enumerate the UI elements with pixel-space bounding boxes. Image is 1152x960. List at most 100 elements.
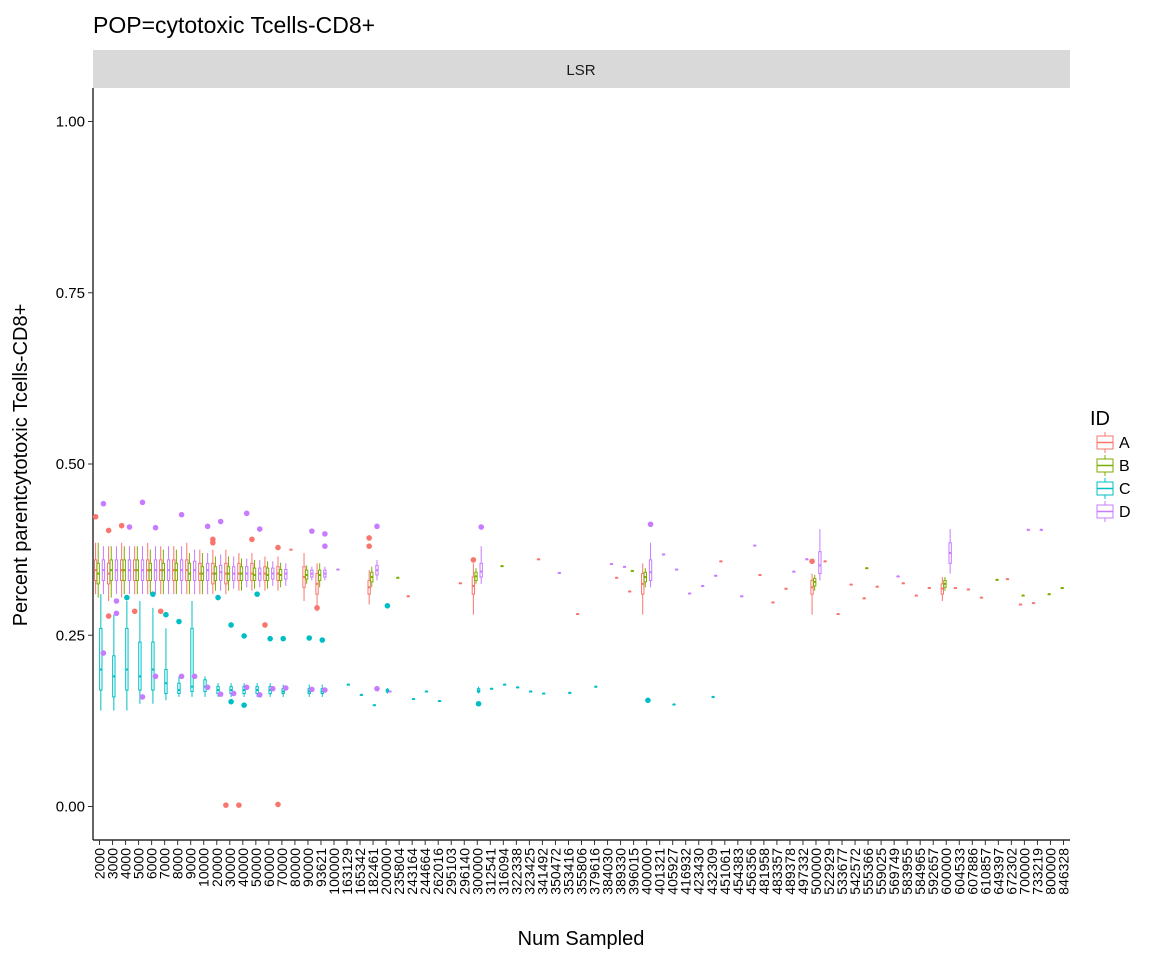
box-body	[198, 562, 202, 581]
box-outlier	[470, 557, 477, 563]
box-outlier	[384, 602, 391, 609]
box-outlier	[254, 591, 260, 597]
x-tick-label: 416932	[678, 848, 694, 895]
x-tick-label: 451061	[717, 848, 733, 895]
box-body	[148, 562, 152, 581]
box-outlier	[306, 635, 313, 641]
box-B	[148, 549, 152, 595]
box-D	[191, 549, 198, 680]
box-C	[228, 622, 234, 705]
box-C	[306, 635, 313, 697]
box-outlier	[228, 622, 234, 628]
x-tick-label: 50000	[248, 848, 264, 887]
x-tick-label: 432309	[704, 848, 720, 895]
x-tick-label: 559025	[873, 848, 889, 895]
x-tick-label: 542572	[847, 848, 863, 895]
box-A	[146, 542, 150, 595]
x-tick-label: 396015	[626, 848, 642, 895]
box-A	[289, 548, 293, 551]
x-tick-label: 316094	[495, 848, 511, 895]
box-B	[317, 563, 322, 588]
box-A	[927, 586, 931, 589]
box-A	[302, 553, 306, 601]
box-C	[215, 594, 221, 697]
box-A	[92, 513, 99, 595]
box-C	[150, 591, 156, 704]
box-A	[575, 613, 580, 616]
x-tick-label: 235804	[391, 848, 407, 895]
y-axis-label: Percent parentcytotoxic Tcells-CD8+	[10, 304, 32, 627]
box-A	[940, 577, 945, 601]
box-D	[282, 563, 289, 691]
box-D	[647, 521, 654, 588]
box-A	[1018, 603, 1023, 606]
box-A	[118, 522, 125, 598]
x-tick-label: 384030	[600, 848, 616, 895]
box-outlier	[256, 526, 263, 532]
box-A	[314, 563, 320, 612]
x-tick-label: 610857	[977, 848, 993, 895]
box-A	[966, 588, 971, 591]
x-tick-label: 80000	[287, 848, 303, 887]
x-tick-label: 3000	[105, 848, 121, 879]
box-C	[568, 691, 572, 694]
box-C	[267, 635, 273, 697]
box-D	[740, 595, 744, 598]
box-D	[700, 584, 705, 587]
x-tick-label: 341492	[534, 848, 550, 895]
box-outlier	[204, 523, 211, 530]
box-D	[609, 563, 614, 566]
x-tick-label: 30000	[222, 848, 238, 887]
box-body	[174, 562, 179, 581]
x-tick-label: 243164	[404, 848, 420, 895]
box-C	[711, 695, 715, 698]
box-outlier	[309, 686, 315, 693]
x-tick-label: 500000	[808, 848, 824, 895]
box-D	[230, 556, 237, 697]
box-D	[818, 529, 822, 581]
box-body	[237, 562, 241, 581]
x-tick-label: 350472	[547, 848, 563, 895]
x-tick-label: 592657	[925, 848, 941, 895]
box-outlier	[210, 539, 216, 546]
box-A	[809, 558, 815, 615]
box-C	[163, 611, 169, 701]
box-B	[643, 568, 648, 588]
box-outlier	[105, 527, 112, 534]
x-tick-label: 4000	[118, 848, 134, 879]
box-outlier	[204, 684, 211, 691]
x-tick-label: 846328	[1055, 848, 1071, 895]
box-A	[210, 536, 216, 595]
x-tick-label: 40000	[235, 848, 251, 887]
box-C	[672, 703, 676, 706]
x-tick-label: 10000	[196, 848, 212, 887]
box-C	[384, 602, 391, 694]
x-tick-label: 483357	[769, 848, 785, 895]
box-A	[979, 596, 984, 599]
x-tick-label: 555366	[860, 848, 876, 895]
x-tick-label: 295103	[443, 848, 459, 895]
box-B	[474, 568, 478, 584]
box-A	[758, 573, 762, 576]
y-axis: 0.00 0.25 0.50 0.75 1.00	[56, 88, 94, 840]
box-outlier	[478, 524, 484, 530]
legend-key-C	[1096, 478, 1114, 499]
box-D	[1039, 528, 1044, 531]
box-A	[536, 558, 541, 561]
box-B	[161, 549, 166, 595]
box-outlier	[131, 608, 138, 615]
box-A	[185, 542, 189, 595]
box-body	[177, 682, 181, 694]
box-A	[249, 536, 255, 591]
x-tick-label: 583955	[899, 848, 915, 895]
box-A	[914, 594, 918, 597]
x-tick-label: 20000	[209, 848, 225, 887]
box-D	[152, 524, 159, 680]
box-outlier	[322, 531, 328, 537]
box-outlier	[319, 637, 326, 643]
box-B	[630, 569, 634, 572]
box-A	[406, 595, 410, 598]
box-B	[995, 578, 999, 581]
box-D	[269, 561, 276, 692]
